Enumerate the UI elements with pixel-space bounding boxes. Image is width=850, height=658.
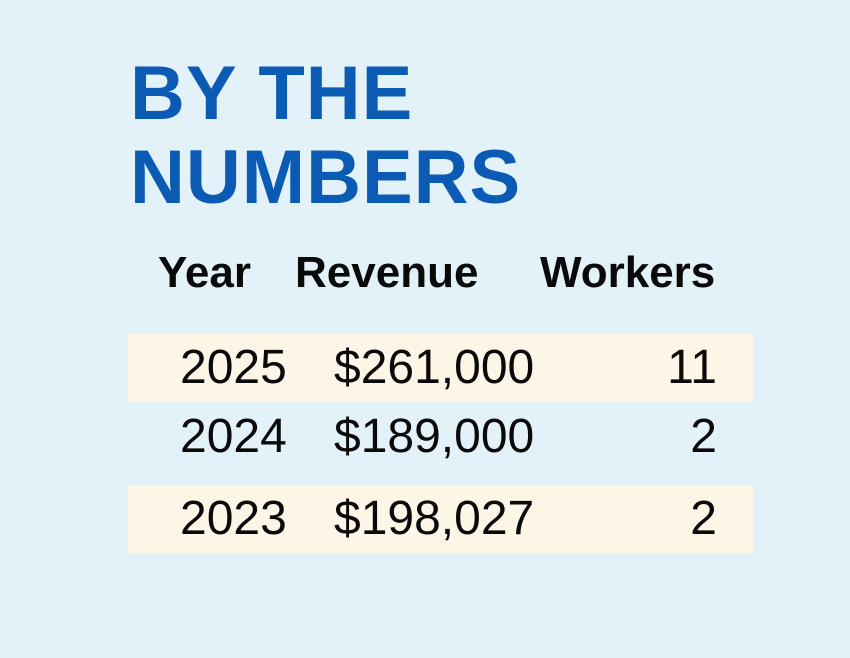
table-row: 2025 $261,000 11 [128,334,753,402]
table-row: 2024 $189,000 2 [128,403,753,471]
cell-workers: 2 [690,410,717,463]
cell-workers: 11 [667,341,717,394]
cell-workers: 2 [690,492,717,545]
cell-year: 2023 [180,492,287,545]
table-header: Year Revenue Workers [0,240,850,310]
title-line-2: NUMBERS [130,135,522,220]
cell-year: 2024 [180,410,287,463]
column-header-revenue: Revenue [295,248,479,297]
cell-revenue: $261,000 [334,341,535,394]
page-title: BY THE NUMBERS [130,52,521,220]
cell-revenue: $189,000 [334,410,535,463]
cell-revenue: $198,027 [334,492,535,545]
title-line-1: BY THE [130,51,414,136]
table-row: 2023 $198,027 2 [128,485,753,553]
column-header-year: Year [158,248,251,297]
column-header-workers: Workers [540,248,716,297]
cell-year: 2025 [180,341,287,394]
